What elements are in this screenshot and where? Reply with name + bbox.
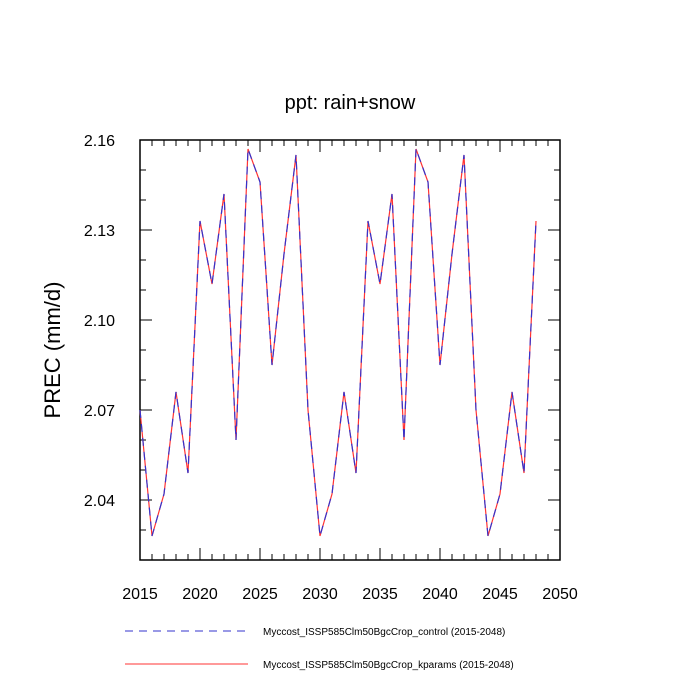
legend: Myccost_ISSP585Clm50BgcCrop_control (201… (125, 627, 514, 671)
y-tick-label: 2.07 (84, 403, 115, 420)
y-tick-label: 2.13 (84, 223, 115, 240)
x-tick-label: 2050 (542, 586, 578, 603)
x-tick-label: 2035 (362, 586, 398, 603)
y-tick-label: 2.04 (84, 493, 115, 510)
tick-labels: 2015 2020 2025 2030 2035 2040 2045 2050 2.04 2.07… (84, 133, 578, 603)
y-tick-label: 2.10 (84, 313, 115, 330)
chart-title: ppt: rain+snow (285, 92, 416, 114)
y-axis-label: PREC (mm/d) (40, 282, 65, 419)
x-tick-label: 2015 (122, 586, 158, 603)
x-tick-label: 2040 (422, 586, 458, 603)
x-tick-label: 2030 (302, 586, 338, 603)
axis-ticks (139, 139, 561, 561)
x-tick-label: 2045 (482, 586, 518, 603)
x-tick-label: 2020 (182, 586, 218, 603)
series-line-2 (139, 148, 537, 537)
series-line-1 (139, 148, 537, 537)
plot-frame (139, 139, 561, 561)
legend-label-1: Myccost_ISSP585Clm50BgcCrop_control (201… (263, 627, 505, 638)
data-lines (139, 148, 537, 537)
legend-label-2: Myccost_ISSP585Clm50BgcCrop_kparams (201… (263, 660, 514, 671)
x-tick-label: 2025 (242, 586, 278, 603)
y-tick-label: 2.16 (84, 133, 115, 150)
